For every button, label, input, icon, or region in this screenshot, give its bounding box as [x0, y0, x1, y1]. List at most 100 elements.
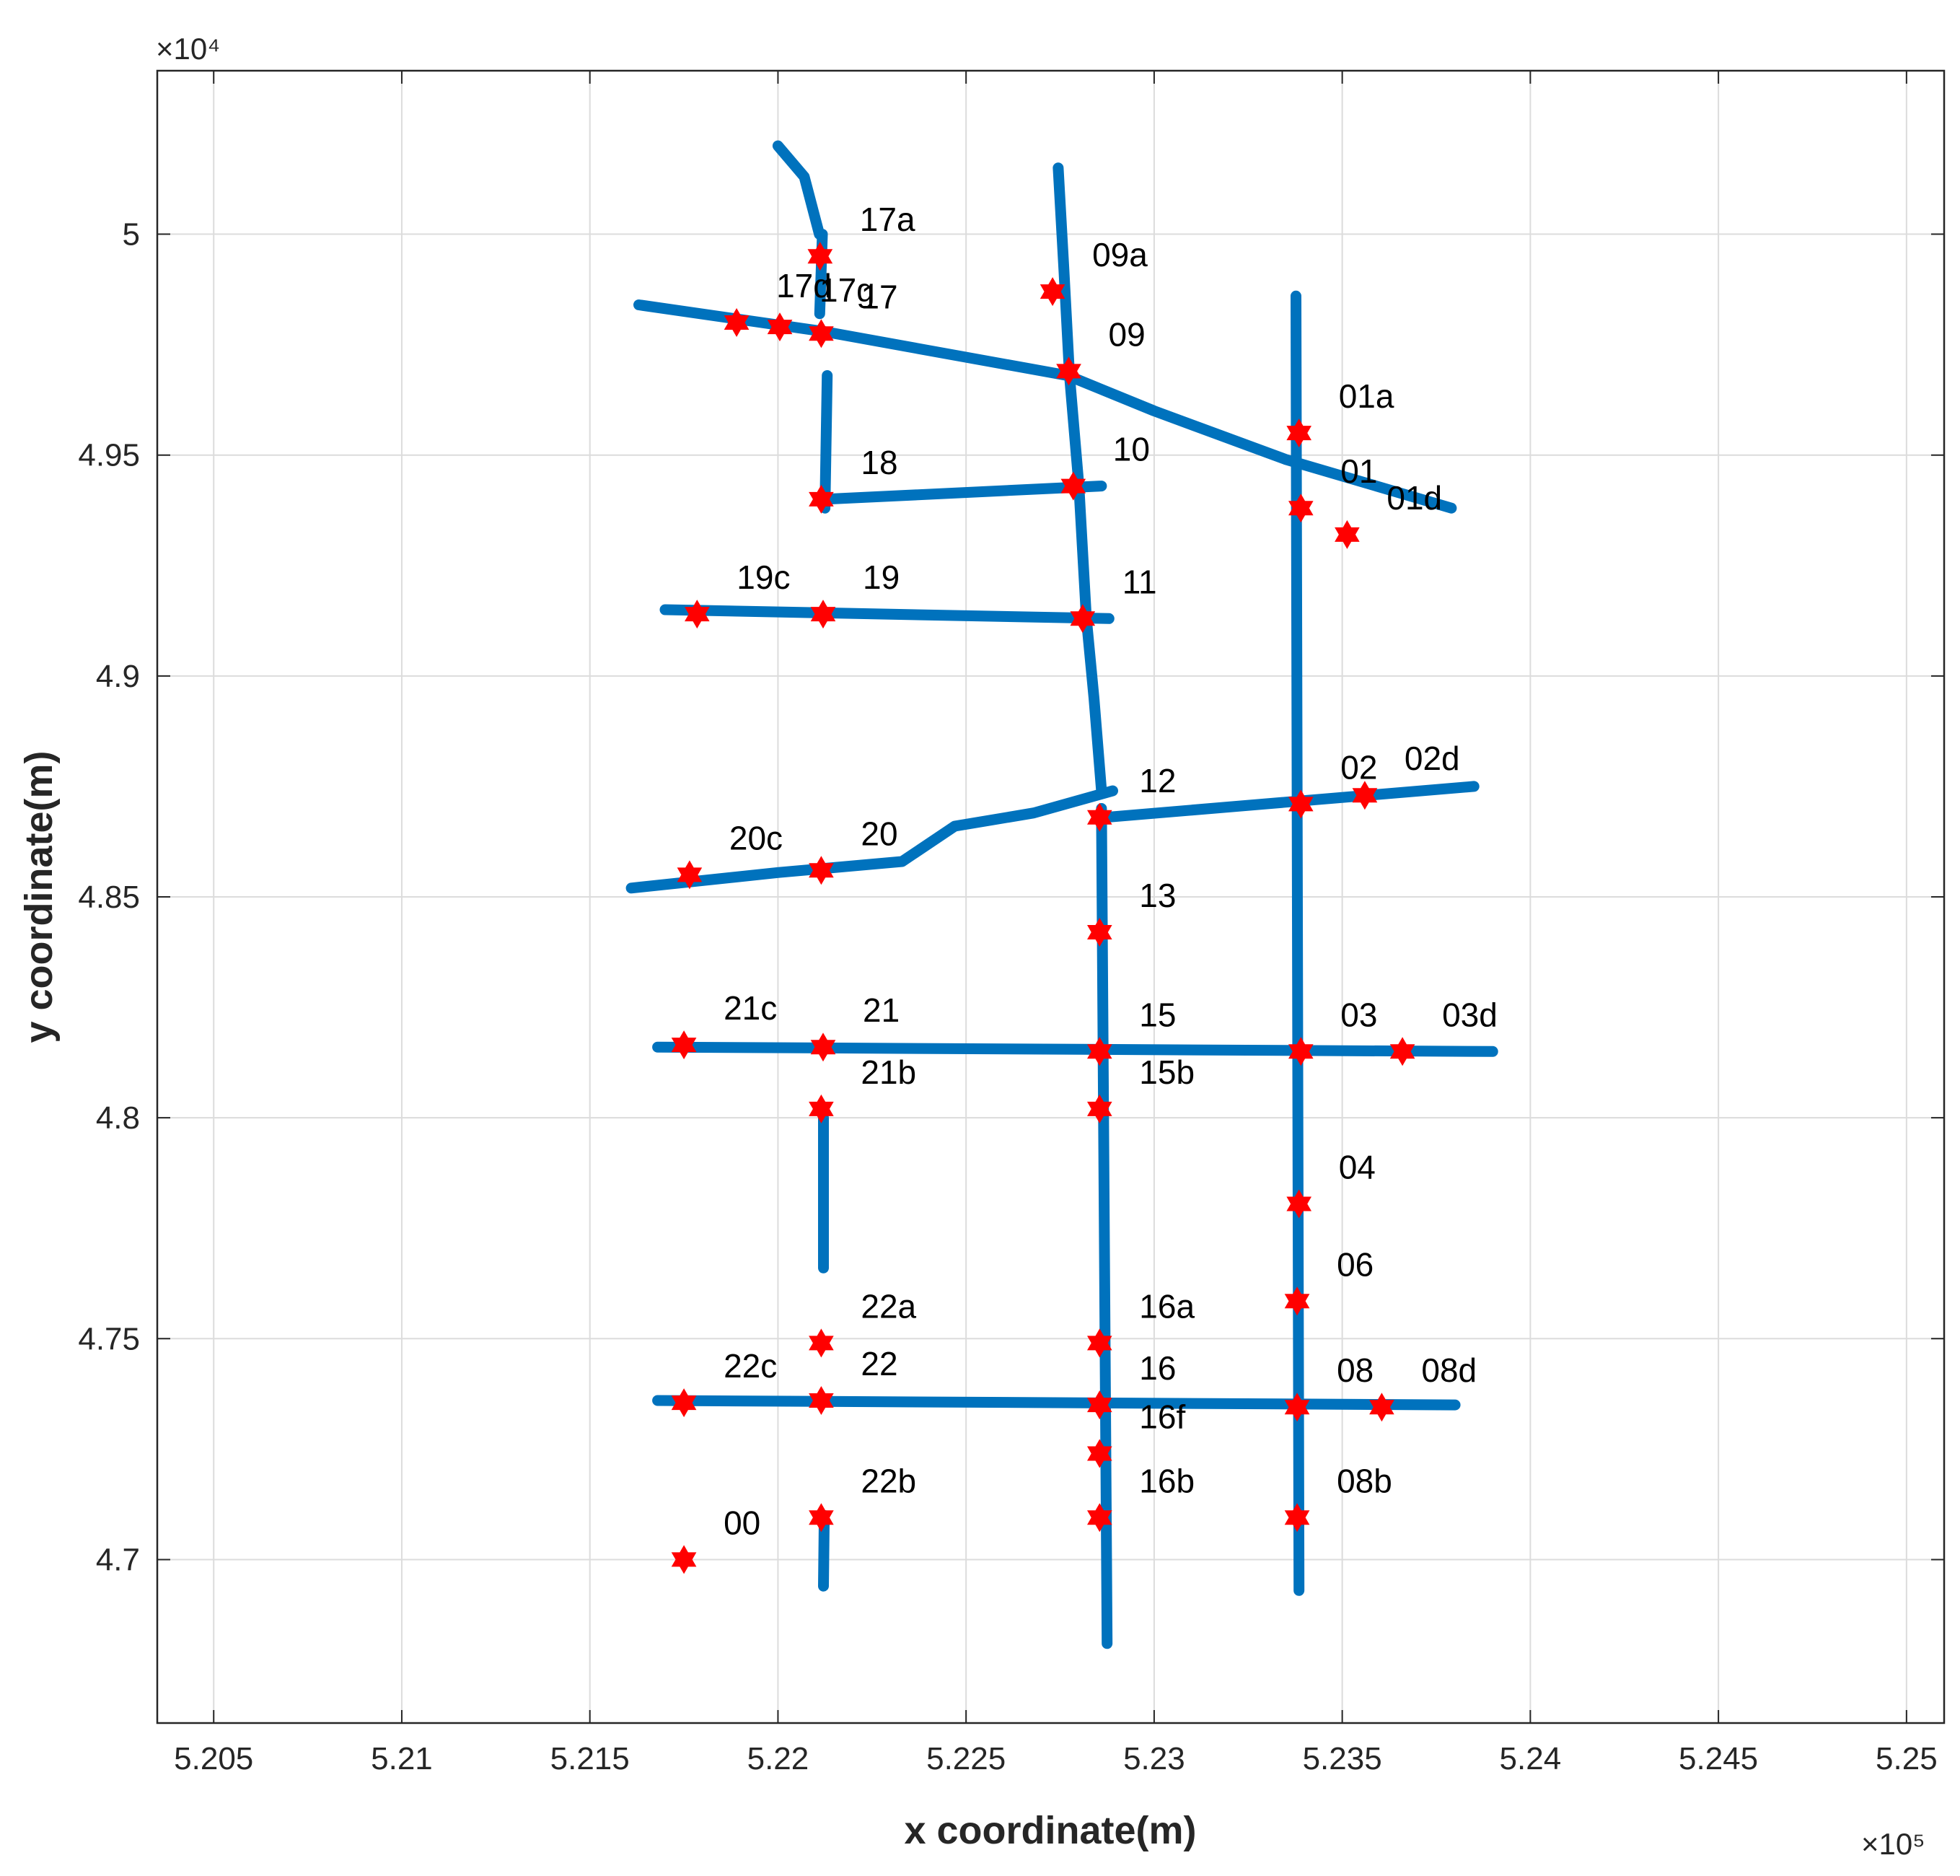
station-label-16f: 16f: [1139, 1398, 1185, 1436]
marker-star-part: [810, 607, 836, 629]
station-label-13: 13: [1139, 877, 1176, 914]
y-exponent-label: ×10⁴: [156, 32, 220, 66]
marker-star-part: [677, 867, 703, 890]
station-label-12: 12: [1139, 762, 1176, 799]
station-label-22: 22: [861, 1345, 897, 1382]
station-marker-17: [809, 319, 834, 349]
station-marker-20c: [677, 860, 703, 890]
station-label-01a: 01a: [1339, 377, 1394, 415]
station-label-22c: 22c: [724, 1347, 777, 1385]
x-tick-label: 5.22: [747, 1741, 809, 1776]
station-marker-17g: [767, 312, 793, 342]
x-tick-label: 5.21: [371, 1741, 433, 1776]
station-label-08: 08: [1337, 1351, 1374, 1389]
station-marker-20: [809, 856, 834, 885]
station-marker-15: [1087, 1037, 1112, 1066]
marker-star-part: [809, 1101, 834, 1123]
y-tick-labels: 4.7 4.75 4.8 4.85 4.9 4.95 5: [78, 217, 140, 1578]
track-segment: [1099, 781, 1480, 823]
station-marker-16f: [1087, 1439, 1112, 1468]
gridlines: [157, 71, 1944, 1723]
station-marker-22a: [809, 1328, 834, 1358]
station-label-16: 16: [1139, 1349, 1176, 1387]
station-label-15: 15: [1139, 996, 1176, 1033]
station-label-01d: 01d: [1386, 479, 1442, 517]
marker-star-part: [1352, 788, 1378, 810]
station-label-17g: 17g: [819, 271, 875, 309]
marker-star-part: [1087, 1446, 1112, 1468]
station-marker-09a: [1040, 277, 1065, 307]
track-segment: [1096, 803, 1113, 1649]
station-marker-18: [809, 484, 834, 514]
station-label-17d: 17d: [776, 267, 832, 304]
station-label-06: 06: [1337, 1245, 1374, 1283]
track-segment: [819, 481, 1107, 505]
marker-star-part: [809, 1336, 834, 1358]
station-label-17a: 17a: [860, 201, 915, 238]
station-marker-16: [1087, 1390, 1112, 1420]
station-marker-22: [809, 1386, 834, 1415]
station-label-20: 20: [861, 815, 897, 852]
station-label-21b: 21b: [861, 1053, 916, 1091]
marker-star-part: [809, 863, 834, 885]
station-marker-10: [1060, 471, 1086, 501]
station-markers: [671, 242, 1415, 1574]
x-tick-label: 5.225: [926, 1741, 1006, 1776]
marker-star-part: [809, 491, 834, 514]
station-marker-21c: [671, 1030, 697, 1060]
x-tick-labels: 5.205 5.21 5.215 5.22 5.225 5.23 5.235 5.24 5.24…: [174, 1741, 1938, 1776]
x-tick-label: 5.235: [1303, 1741, 1382, 1776]
marker-star-part: [1288, 797, 1314, 819]
x-tick-label: 5.205: [174, 1741, 253, 1776]
marker-star-part: [724, 315, 750, 337]
marker-star-part: [1087, 1101, 1112, 1123]
marker-star-part: [1284, 1294, 1310, 1316]
y-axis-title: y coordinate(m): [17, 750, 61, 1043]
track-segment: [625, 785, 1118, 894]
station-label-22b: 22b: [861, 1462, 916, 1499]
x-tick-label: 5.24: [1500, 1741, 1562, 1776]
station-marker-19: [810, 600, 836, 629]
marker-star-part: [671, 1038, 697, 1060]
marker-star-part: [1040, 284, 1065, 307]
marker-star-part: [1335, 527, 1360, 549]
station-marker-01a: [1286, 418, 1311, 448]
station-marker-02: [1288, 789, 1314, 819]
marker-star-part: [1369, 1400, 1394, 1422]
marker-star-part: [810, 1040, 836, 1062]
track-segment: [633, 299, 1457, 514]
axis-ticks: [157, 71, 1944, 1723]
station-marker-09: [1056, 356, 1081, 386]
y-tick-label: 4.75: [78, 1321, 140, 1356]
station-label-17: 17: [861, 278, 897, 315]
station-marker-03d: [1389, 1037, 1415, 1066]
station-label-16b: 16b: [1139, 1462, 1195, 1499]
marker-star-part: [1070, 611, 1096, 634]
marker-star-part: [1087, 1398, 1112, 1420]
marker-star-part: [1087, 1044, 1112, 1066]
marker-star-part: [809, 326, 834, 349]
station-label-15b: 15b: [1139, 1053, 1195, 1091]
marker-star-part: [1288, 1044, 1314, 1066]
station-marker-22b: [809, 1503, 834, 1533]
station-label-09a: 09a: [1092, 236, 1148, 273]
marker-star-part: [809, 1510, 834, 1533]
station-label-11: 11: [1122, 563, 1157, 600]
x-tick-label: 5.23: [1123, 1741, 1185, 1776]
station-marker-01d: [1335, 520, 1360, 549]
track-segment: [652, 1395, 1461, 1411]
station-marker-17d: [724, 308, 750, 337]
marker-star-part: [685, 607, 710, 629]
marker-star-part: [1087, 1510, 1112, 1533]
y-tick-label: 4.85: [78, 880, 140, 915]
station-label-22a: 22a: [861, 1287, 916, 1325]
track-segment: [652, 1041, 1498, 1057]
marker-star-part: [767, 320, 793, 342]
station-marker-11: [1070, 604, 1096, 634]
marker-star-part: [1087, 810, 1112, 832]
x-tick-label: 5.25: [1876, 1741, 1938, 1776]
track-segment: [819, 370, 833, 514]
marker-star-part: [807, 249, 833, 271]
